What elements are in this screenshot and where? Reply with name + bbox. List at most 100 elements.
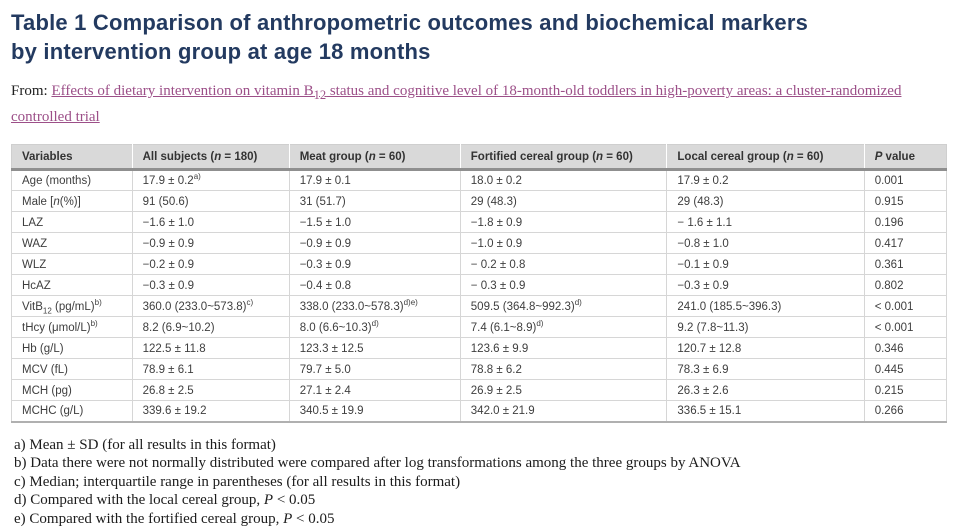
row-label-cell: HcAZ: [12, 275, 133, 296]
value-cell: 7.4 (6.1~8.9)d): [460, 317, 667, 338]
value-cell: 26.9 ± 2.5: [460, 380, 667, 401]
table-row: tHcy (μmol/L)b)8.2 (6.9~10.2)8.0 (6.6~10…: [12, 317, 947, 338]
value-cell: 18.0 ± 0.2: [460, 170, 667, 191]
header-cell-1: All subjects (n = 180): [132, 145, 289, 170]
source-article-link[interactable]: Effects of dietary intervention on vitam…: [11, 83, 901, 125]
value-cell: 79.7 ± 5.0: [289, 359, 460, 380]
value-cell: 29 (48.3): [667, 191, 864, 212]
header-cell-4: Local cereal group (n = 60): [667, 145, 864, 170]
value-cell: 78.3 ± 6.9: [667, 359, 864, 380]
header-cell-5: P value: [864, 145, 946, 170]
footnote-line: e) Compared with the fortified cereal gr…: [14, 510, 948, 528]
value-cell: 17.9 ± 0.2a): [132, 170, 289, 191]
value-cell: 0.802: [864, 275, 946, 296]
value-cell: − 0.2 ± 0.8: [460, 254, 667, 275]
value-cell: < 0.001: [864, 317, 946, 338]
row-label-cell: LAZ: [12, 212, 133, 233]
row-label-cell: WLZ: [12, 254, 133, 275]
value-cell: 26.3 ± 2.6: [667, 380, 864, 401]
page-title: Table 1 Comparison of anthropometric out…: [11, 8, 948, 66]
value-cell: 338.0 (233.0~578.3)d)e): [289, 296, 460, 317]
value-cell: 17.9 ± 0.2: [667, 170, 864, 191]
value-cell: −0.3 ± 0.9: [289, 254, 460, 275]
row-label-cell: MCH (pg): [12, 380, 133, 401]
value-cell: 91 (50.6): [132, 191, 289, 212]
value-cell: 29 (48.3): [460, 191, 667, 212]
value-cell: 123.3 ± 12.5: [289, 338, 460, 359]
table-row: VitB12 (pg/mL)b)360.0 (233.0~573.8)c)338…: [12, 296, 947, 317]
row-label-cell: Male [n(%)]: [12, 191, 133, 212]
row-label-cell: Hb (g/L): [12, 338, 133, 359]
value-cell: 8.2 (6.9~10.2): [132, 317, 289, 338]
value-cell: −0.3 ± 0.9: [132, 275, 289, 296]
row-label-cell: tHcy (μmol/L)b): [12, 317, 133, 338]
value-cell: 0.445: [864, 359, 946, 380]
value-cell: −0.9 ± 0.9: [132, 233, 289, 254]
page-title-line-1: Table 1 Comparison of anthropometric out…: [11, 8, 948, 37]
value-cell: 0.196: [864, 212, 946, 233]
value-cell: 340.5 ± 19.9: [289, 401, 460, 422]
value-cell: −0.2 ± 0.9: [132, 254, 289, 275]
header-cell-2: Meat group (n = 60): [289, 145, 460, 170]
footnotes: a) Mean ± SD (for all results in this fo…: [11, 436, 948, 528]
value-cell: 17.9 ± 0.1: [289, 170, 460, 191]
value-cell: 0.417: [864, 233, 946, 254]
value-cell: −0.4 ± 0.8: [289, 275, 460, 296]
value-cell: 241.0 (185.5~396.3): [667, 296, 864, 317]
value-cell: 26.8 ± 2.5: [132, 380, 289, 401]
row-label-cell: MCV (fL): [12, 359, 133, 380]
table-row: HcAZ−0.3 ± 0.9−0.4 ± 0.8− 0.3 ± 0.9−0.3 …: [12, 275, 947, 296]
value-cell: 0.346: [864, 338, 946, 359]
value-cell: 0.361: [864, 254, 946, 275]
footnote-line: c) Median; interquartile range in parent…: [14, 473, 948, 492]
value-cell: − 1.6 ± 1.1: [667, 212, 864, 233]
value-cell: 0.915: [864, 191, 946, 212]
table-row: Male [n(%)]91 (50.6)31 (51.7)29 (48.3)29…: [12, 191, 947, 212]
value-cell: 339.6 ± 19.2: [132, 401, 289, 422]
header-cell-0: Variables: [12, 145, 133, 170]
row-label-cell: MCHC (g/L): [12, 401, 133, 422]
table-row: LAZ−1.6 ± 1.0−1.5 ± 1.0−1.8 ± 0.9− 1.6 ±…: [12, 212, 947, 233]
footnote-line: a) Mean ± SD (for all results in this fo…: [14, 436, 948, 455]
value-cell: 78.8 ± 6.2: [460, 359, 667, 380]
value-cell: −0.9 ± 0.9: [289, 233, 460, 254]
value-cell: 342.0 ± 21.9: [460, 401, 667, 422]
value-cell: − 0.3 ± 0.9: [460, 275, 667, 296]
value-cell: 123.6 ± 9.9: [460, 338, 667, 359]
row-label-cell: VitB12 (pg/mL)b): [12, 296, 133, 317]
source-line: From: Effects of dietary intervention on…: [11, 80, 946, 128]
source-prefix: From:: [11, 83, 51, 99]
value-cell: 509.5 (364.8~992.3)d): [460, 296, 667, 317]
value-cell: −1.5 ± 1.0: [289, 212, 460, 233]
value-cell: 336.5 ± 15.1: [667, 401, 864, 422]
value-cell: 31 (51.7): [289, 191, 460, 212]
page-title-line-2: by intervention group at age 18 months: [11, 37, 948, 66]
value-cell: 9.2 (7.8~11.3): [667, 317, 864, 338]
value-cell: 0.001: [864, 170, 946, 191]
value-cell: −0.3 ± 0.9: [667, 275, 864, 296]
row-label-cell: Age (months): [12, 170, 133, 191]
table-row: WLZ−0.2 ± 0.9−0.3 ± 0.9− 0.2 ± 0.8−0.1 ±…: [12, 254, 947, 275]
value-cell: 122.5 ± 11.8: [132, 338, 289, 359]
value-cell: −1.0 ± 0.9: [460, 233, 667, 254]
value-cell: 0.266: [864, 401, 946, 422]
value-cell: 360.0 (233.0~573.8)c): [132, 296, 289, 317]
value-cell: 8.0 (6.6~10.3)d): [289, 317, 460, 338]
value-cell: 0.215: [864, 380, 946, 401]
value-cell: −1.6 ± 1.0: [132, 212, 289, 233]
value-cell: −0.1 ± 0.9: [667, 254, 864, 275]
footnote-line: b) Data there were not normally distribu…: [14, 454, 948, 473]
header-cell-3: Fortified cereal group (n = 60): [460, 145, 667, 170]
value-cell: < 0.001: [864, 296, 946, 317]
footnote-line: d) Compared with the local cereal group,…: [14, 491, 948, 510]
row-label-cell: WAZ: [12, 233, 133, 254]
